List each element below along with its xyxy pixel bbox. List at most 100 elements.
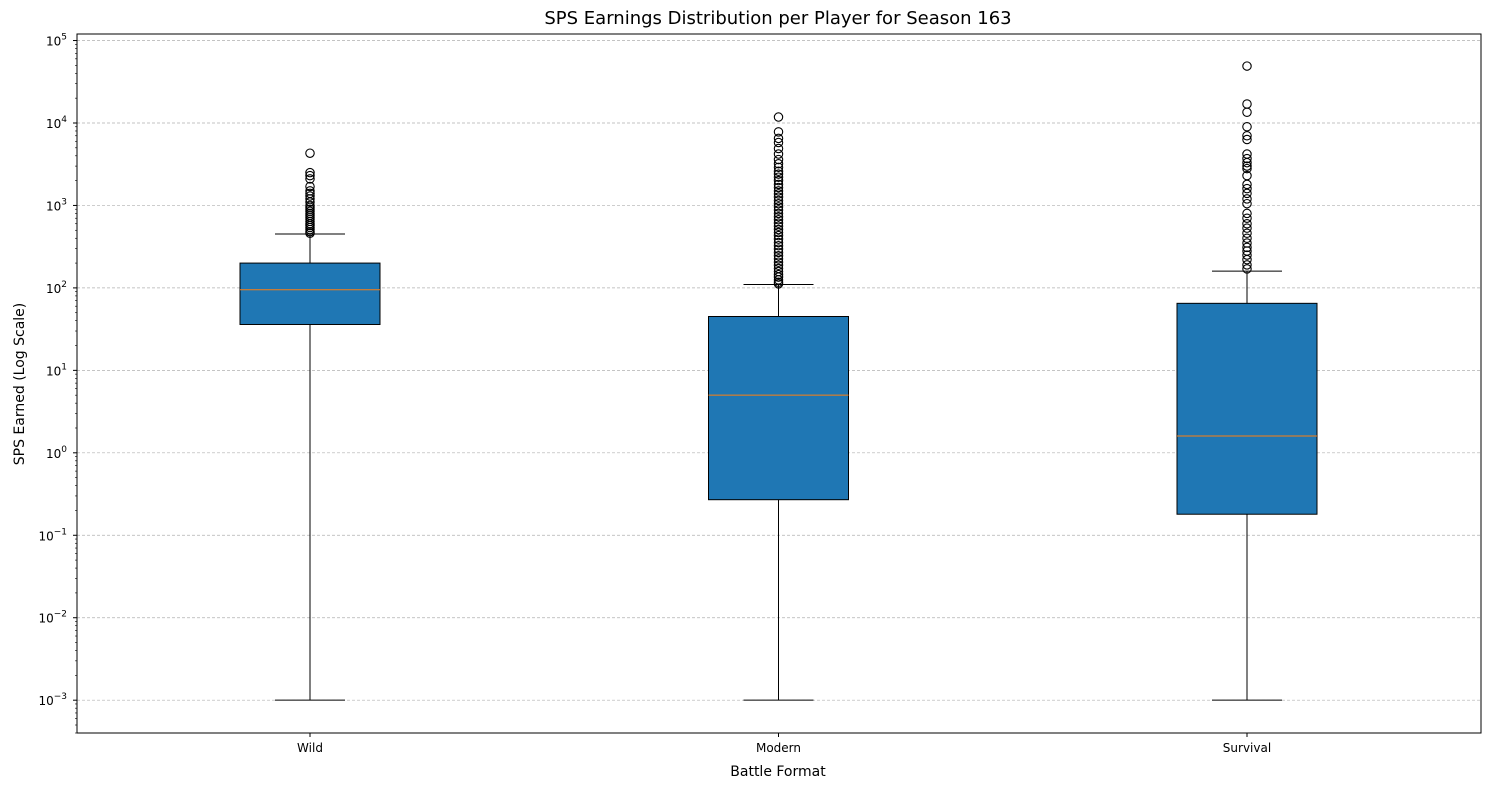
- outlier-point: [773, 260, 784, 271]
- outlier-point: [773, 208, 784, 219]
- outlier-point: [305, 167, 315, 178]
- y-axis-label: SPS Earned (Log Scale): [12, 303, 28, 465]
- x-axis-label: Battle Format: [730, 764, 826, 780]
- outlier-point: [773, 205, 784, 215]
- outlier-point: [773, 211, 784, 222]
- x-tick-label: Modern: [756, 741, 801, 755]
- outlier-point: [773, 192, 784, 202]
- outlier-point: [1242, 264, 1252, 274]
- x-axis-ticks: Wild Modern Survival: [297, 733, 1271, 755]
- outlier-point: [305, 148, 315, 158]
- outlier-point: [773, 198, 784, 209]
- outlier-point: [773, 227, 784, 238]
- outlier-point: [773, 221, 784, 231]
- outliers: [305, 61, 1252, 289]
- outlier-point: [773, 175, 784, 186]
- outlier-point: [773, 169, 784, 179]
- outlier-point: [1242, 254, 1252, 265]
- box-wild: [239, 233, 381, 701]
- outlier-point: [1242, 228, 1252, 239]
- boxes: [239, 233, 1318, 701]
- outlier-point: [773, 162, 784, 173]
- outlier-point: [773, 254, 784, 264]
- outlier-point: [1242, 183, 1252, 194]
- outlier-point: [1242, 233, 1252, 244]
- outlier-point: [773, 251, 784, 261]
- outlier-point: [773, 179, 784, 190]
- outlier-point: [773, 269, 784, 280]
- outlier-point: [773, 137, 784, 148]
- outlier-point: [773, 112, 784, 122]
- outlier-point: [305, 191, 315, 201]
- outlier-point: [1242, 107, 1252, 117]
- y-tick-label: 101: [46, 362, 67, 378]
- outlier-point: [773, 127, 784, 137]
- outlier-point: [1242, 188, 1252, 199]
- outlier-point: [773, 237, 784, 248]
- box-modern: [708, 283, 849, 701]
- outlier-point: [1242, 179, 1252, 190]
- outlier-point: [1242, 260, 1252, 270]
- outlier-point: [1242, 131, 1252, 141]
- outlier-point: [773, 189, 784, 199]
- box-survival: [1176, 270, 1318, 701]
- outlier-point: [773, 244, 784, 254]
- y-tick-label: 100: [46, 445, 67, 461]
- outlier-point: [305, 174, 315, 184]
- y-axis-ticks: 10−3 10−2 10−1 100 101 102 103 104 105: [38, 33, 77, 734]
- outlier-point: [773, 133, 784, 144]
- outlier-point: [1242, 99, 1252, 109]
- outlier-point: [773, 143, 784, 154]
- outlier-point: [1242, 61, 1252, 71]
- iqr-box: [708, 315, 849, 501]
- outlier-point: [773, 240, 784, 251]
- y-tick-label: 10−3: [38, 692, 67, 708]
- outlier-point: [1242, 223, 1252, 233]
- outlier-point: [773, 257, 784, 267]
- outlier-point: [773, 230, 784, 241]
- chart-title: SPS Earnings Distribution per Player for…: [544, 8, 1011, 29]
- outlier-point: [773, 279, 784, 289]
- outlier-point: [1242, 157, 1252, 168]
- outlier-point: [305, 228, 315, 239]
- outlier-point: [1242, 250, 1252, 260]
- outlier-point: [1242, 163, 1252, 174]
- outlier-point: [1242, 161, 1252, 171]
- x-tick-label: Survival: [1223, 741, 1271, 755]
- outlier-point: [1242, 213, 1252, 223]
- outlier-point: [1242, 194, 1252, 204]
- iqr-box: [1176, 302, 1318, 515]
- outlier-point: [1242, 122, 1252, 132]
- outlier-point: [1242, 208, 1252, 219]
- outlier-point: [305, 197, 315, 207]
- outlier-point: [773, 234, 784, 244]
- outlier-point: [1242, 153, 1252, 164]
- outlier-point: [773, 159, 784, 169]
- outlier-point: [773, 247, 784, 258]
- outlier-point: [773, 149, 784, 159]
- outlier-point: [773, 172, 784, 182]
- y-tick-label: 102: [46, 280, 67, 296]
- y-tick-label: 103: [46, 197, 67, 213]
- outlier-point: [305, 170, 315, 181]
- outlier-point: [773, 154, 784, 165]
- outlier-point: [773, 224, 784, 235]
- iqr-box: [239, 262, 381, 325]
- outlier-point: [773, 202, 784, 212]
- outlier-point: [773, 182, 784, 193]
- outlier-point: [1242, 198, 1252, 209]
- outlier-point: [773, 186, 784, 196]
- outlier-point: [1242, 242, 1252, 253]
- y-tick-label: 105: [46, 33, 67, 49]
- outlier-point: [1242, 218, 1252, 229]
- x-tick-label: Wild: [297, 741, 323, 755]
- y-tick-label: 104: [46, 115, 67, 131]
- outlier-point: [305, 181, 315, 192]
- outlier-point: [773, 218, 784, 228]
- outlier-point: [773, 215, 784, 225]
- y-tick-label: 10−1: [38, 527, 67, 543]
- outlier-point: [773, 166, 784, 176]
- outlier-point: [1242, 134, 1252, 145]
- outlier-point: [773, 272, 784, 282]
